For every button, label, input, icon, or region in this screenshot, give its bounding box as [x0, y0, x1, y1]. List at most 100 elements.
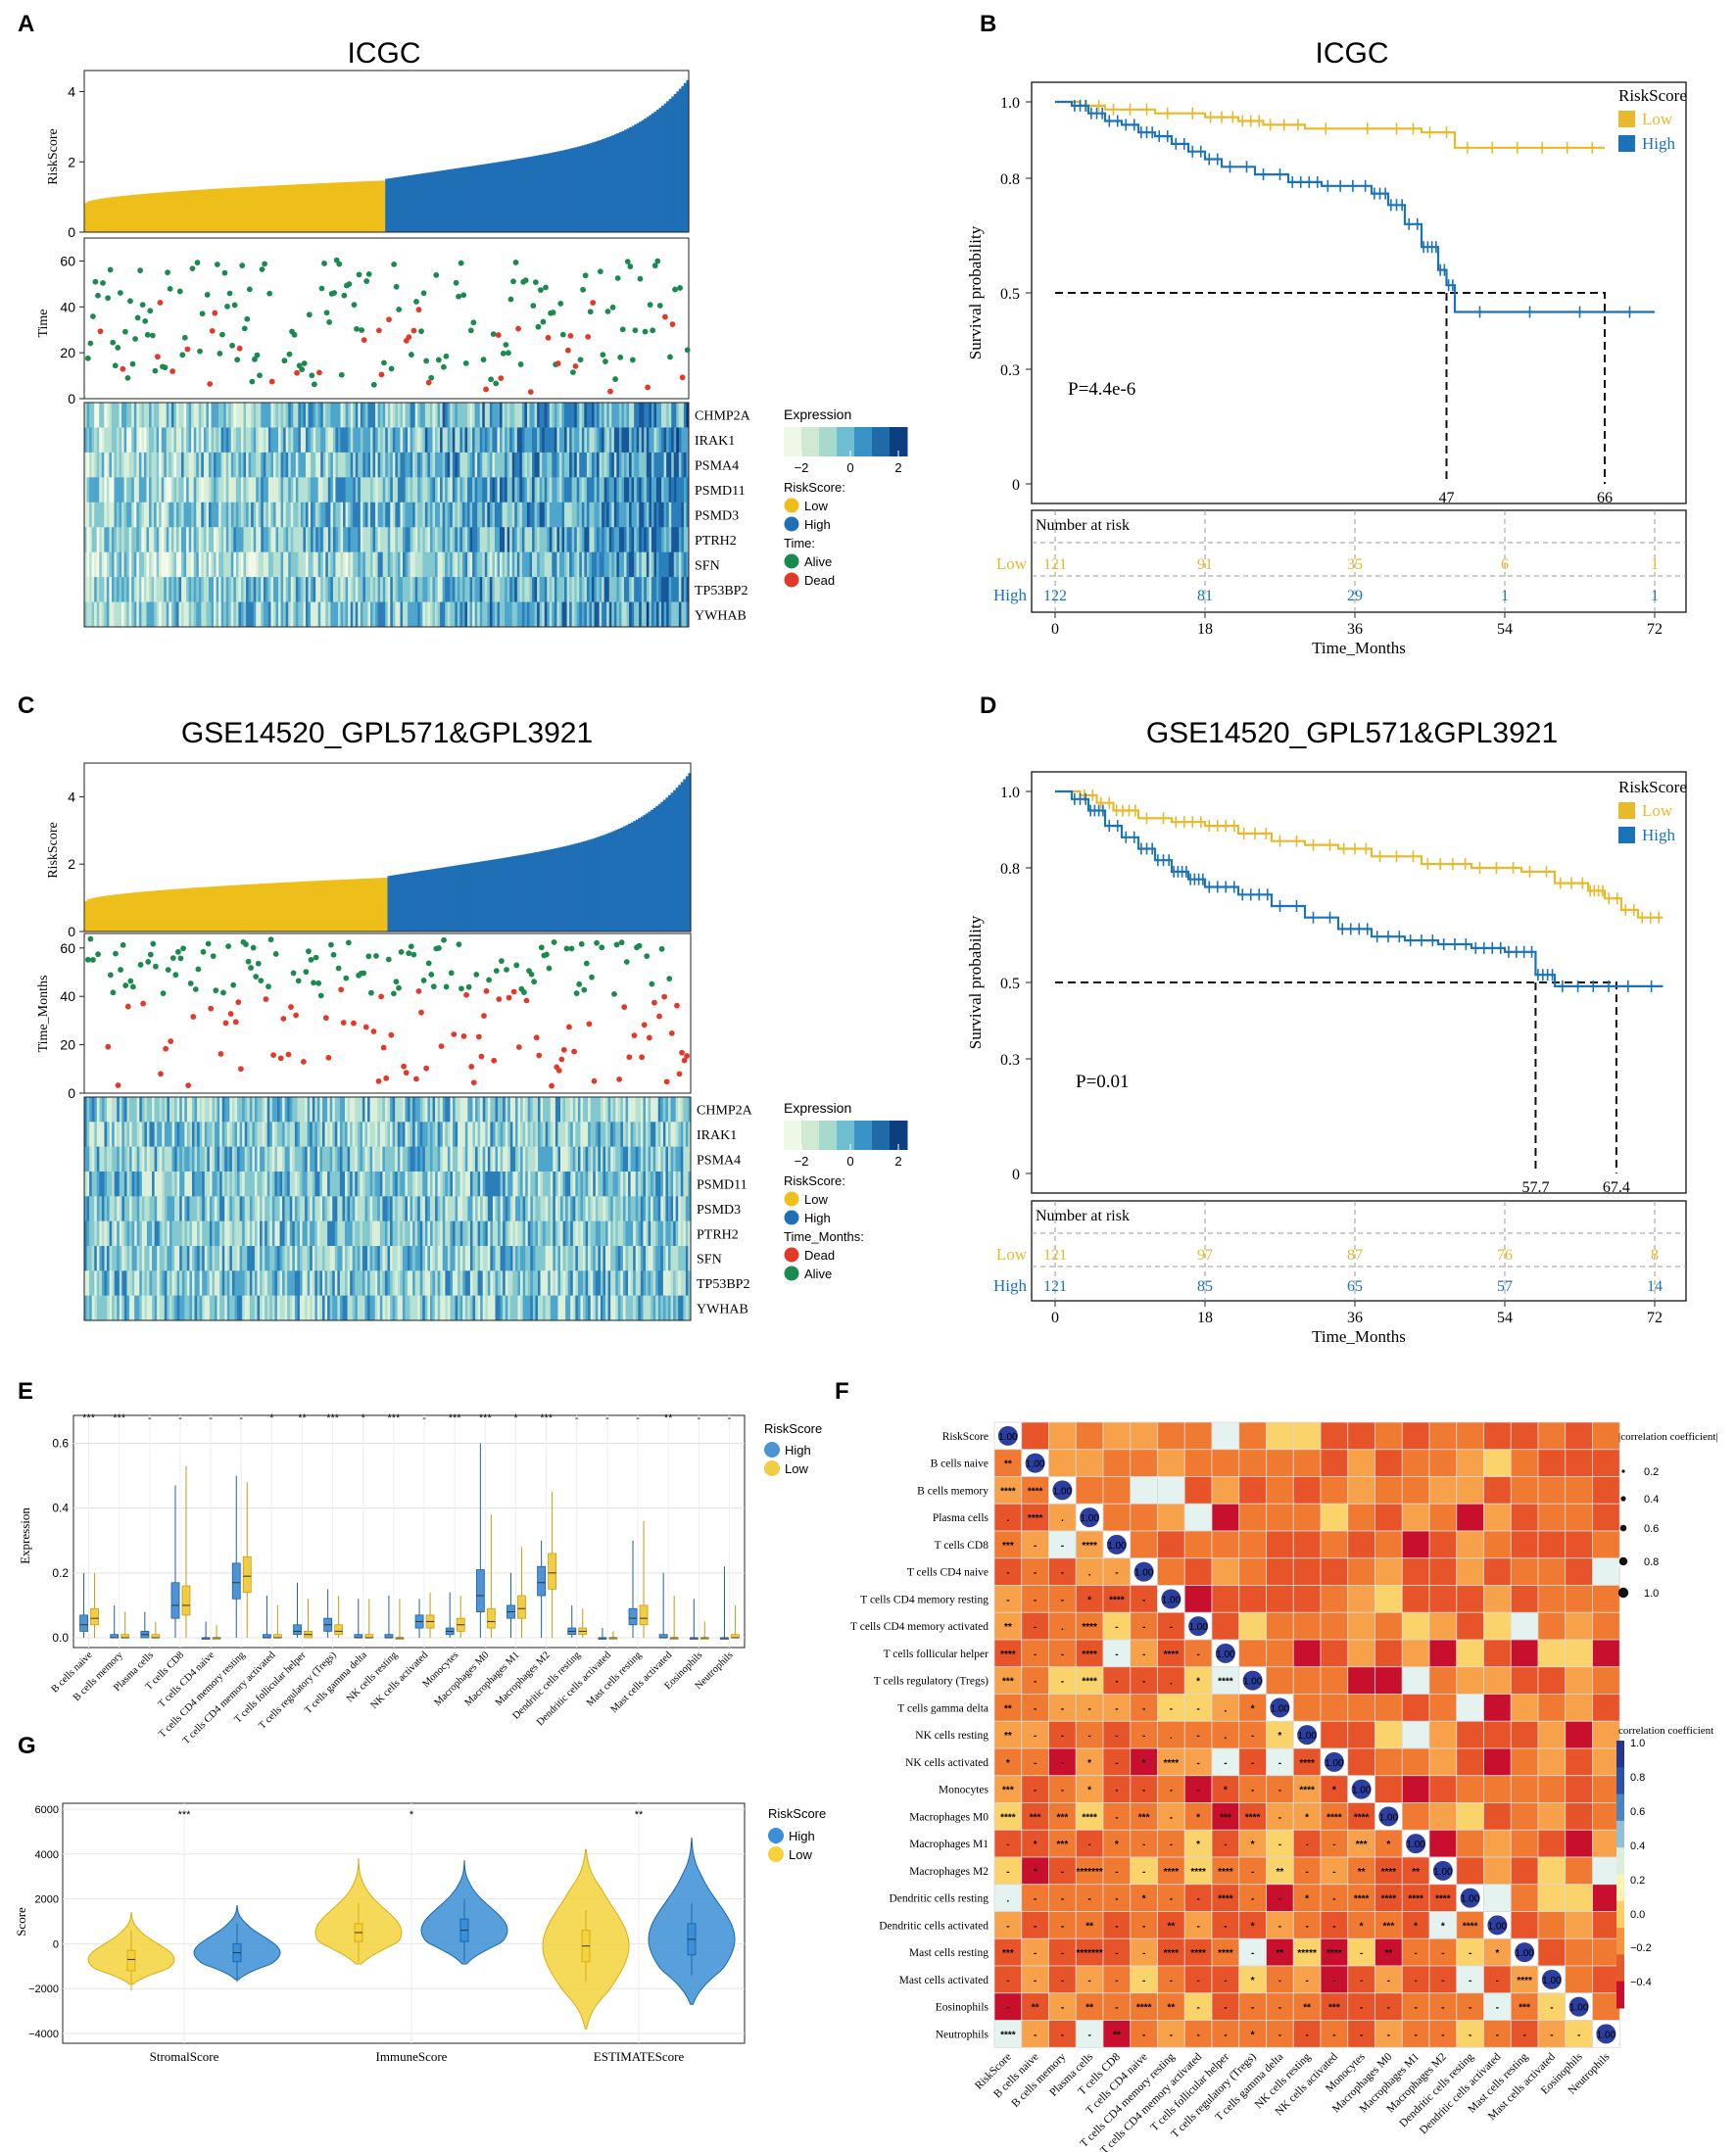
riskscore-bar [487, 163, 491, 232]
heatmap-cell [429, 1246, 434, 1271]
heatmap-cell [442, 477, 446, 503]
heatmap-cell [390, 577, 394, 603]
heatmap-cell [412, 477, 416, 503]
heatmap-cell [99, 1122, 103, 1148]
heatmap-cell [575, 1172, 579, 1197]
heatmap-cell [655, 527, 660, 553]
riskscore-bar [455, 167, 458, 232]
riskscore-bar [526, 157, 531, 232]
heatmap-cell [111, 577, 115, 603]
heatmap-cell [216, 577, 219, 603]
heatmap-cell [472, 1146, 476, 1172]
riskscore-bar [355, 879, 359, 932]
alive-point [328, 941, 334, 948]
alive-point [359, 327, 365, 333]
heatmap-cell [680, 1172, 684, 1197]
heatmap-cell [424, 551, 428, 578]
heatmap-cell [553, 1122, 556, 1148]
heatmap-cell [505, 1246, 508, 1271]
heatmap-cell [666, 403, 670, 428]
heatmap-cell [615, 1172, 619, 1197]
heatmap-cell [119, 477, 122, 503]
alive-point [488, 376, 495, 383]
heatmap-cell [464, 1246, 468, 1271]
heatmap-cell [512, 1246, 516, 1271]
riskscore-bar [479, 165, 483, 232]
heatmap-cell [203, 601, 207, 628]
heatmap-cell [369, 1122, 373, 1148]
heatmap-cell [580, 1146, 584, 1172]
heatmap-cell [467, 551, 471, 578]
heatmap-cell [600, 1246, 603, 1271]
heatmap-cell [89, 1270, 93, 1297]
heatmap-cell [549, 601, 553, 628]
heatmap-cell [583, 1122, 587, 1148]
riskscore-bar [196, 189, 200, 232]
heatmap-cell [353, 502, 357, 528]
riskscore-bar [397, 874, 401, 932]
heatmap-cell [248, 551, 252, 578]
heatmap-cell [655, 1146, 659, 1172]
heatmap-cell [584, 403, 588, 428]
heatmap-cell [375, 477, 379, 503]
riskscore-bar [313, 183, 316, 232]
heatmap-cell [417, 527, 421, 553]
riskscore-bar [461, 167, 466, 232]
riskscore-bar [620, 827, 624, 932]
dead-point [607, 388, 613, 395]
heatmap-cell [324, 1246, 328, 1271]
heatmap-cell [164, 1196, 168, 1222]
heatmap-cell [530, 1122, 534, 1148]
heatmap-cell [287, 1172, 291, 1197]
heatmap-cell [585, 1220, 589, 1247]
heatmap-cell [242, 1270, 246, 1297]
heatmap-cell [516, 452, 520, 478]
heatmap-cell [427, 1270, 431, 1297]
heatmap-cell [532, 1122, 536, 1148]
heatmap-cell [380, 601, 384, 628]
heatmap-cell [239, 1122, 243, 1148]
heatmap-cell [320, 452, 324, 478]
heatmap-cell [162, 1196, 166, 1222]
heatmap-cell [405, 1122, 409, 1148]
heatmap-cell [311, 477, 314, 503]
heatmap-cell [671, 427, 675, 454]
riskscore-bar [514, 855, 519, 932]
heatmap-cell [670, 1246, 674, 1271]
heatmap-cell [459, 502, 463, 528]
heatmap-cell [91, 551, 95, 578]
heatmap-cell [337, 1196, 341, 1222]
heatmap-cell [526, 502, 530, 528]
heatmap-cell [500, 577, 504, 603]
heatmap-cell [314, 1246, 318, 1271]
heatmap-cell [520, 1097, 524, 1123]
riskscore-bar [646, 117, 650, 232]
heatmap-cell [400, 1146, 404, 1172]
alive-point [587, 309, 594, 315]
heatmap-cell [169, 1246, 173, 1271]
heatmap-cell [119, 427, 122, 454]
heatmap-cell [292, 1270, 296, 1297]
heatmap-cell [580, 1246, 584, 1271]
heatmap-cell [670, 1146, 674, 1172]
heatmap-cell [535, 1172, 539, 1197]
heatmap-cell [265, 1172, 268, 1197]
heatmap-cell [229, 1097, 233, 1123]
heatmap-cell [612, 1122, 616, 1148]
heatmap-cell [422, 1097, 426, 1123]
heatmap-cell [372, 1172, 376, 1197]
heatmap-cell [397, 1122, 401, 1148]
heatmap-cell [598, 1122, 602, 1148]
riskscore-bar [437, 170, 441, 232]
heatmap-cell [397, 502, 401, 528]
heatmap-cell [621, 527, 625, 553]
heatmap-cell [123, 477, 127, 503]
heatmap-cell [492, 527, 496, 553]
heatmap-cell [424, 403, 428, 428]
heatmap-cell [256, 601, 260, 628]
heatmap-cell [628, 1196, 632, 1222]
heatmap-cell [316, 1270, 320, 1297]
heatmap-cell [339, 1246, 343, 1271]
heatmap-cell [640, 1097, 644, 1123]
heatmap-cell [472, 427, 476, 454]
